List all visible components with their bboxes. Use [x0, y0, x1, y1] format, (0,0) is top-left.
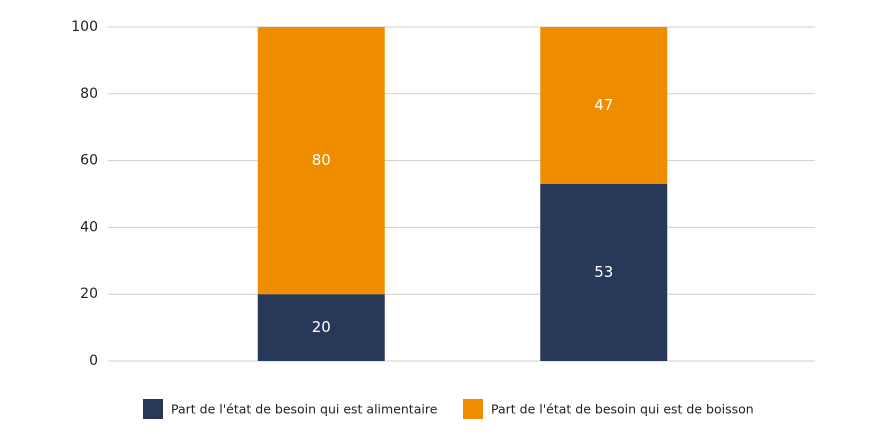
legend-label: Part de l'état de besoin qui est de bois…	[491, 402, 754, 417]
y-tick-label: 80	[80, 86, 98, 102]
y-tick-label: 0	[89, 353, 98, 369]
data-label: 47	[594, 96, 613, 114]
y-tick-label: 40	[80, 219, 98, 235]
y-tick-label: 100	[71, 19, 98, 35]
legend-swatch	[143, 399, 163, 419]
y-tick-label: 20	[80, 286, 98, 302]
data-label: 20	[312, 318, 331, 336]
legend-label: Part de l'état de besoin qui est aliment…	[171, 402, 438, 417]
data-label: 53	[594, 263, 613, 281]
bar-segment	[257, 294, 385, 361]
bar-segment	[257, 27, 385, 295]
bar-segment	[540, 183, 668, 361]
y-tick-label: 60	[80, 153, 98, 169]
data-label: 80	[312, 151, 331, 169]
bar-segment	[540, 27, 668, 184]
legend-swatch	[463, 399, 483, 419]
